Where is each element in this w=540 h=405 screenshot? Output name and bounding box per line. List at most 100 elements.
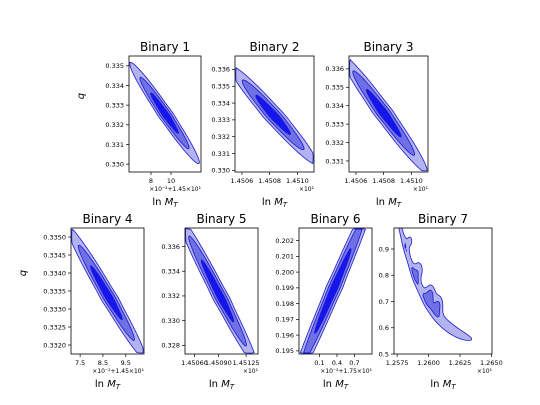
y-tick-label: 0.333 xyxy=(105,101,124,109)
x-offset-label: ×10⁻²+1.45×10¹ xyxy=(149,186,201,193)
x-tick-label: 8.5 xyxy=(98,359,108,367)
x-tick-label: 1.4508 xyxy=(258,177,281,185)
y-tick-label: 0.3330 xyxy=(43,305,66,313)
y-tick-label: 0.197 xyxy=(275,316,294,324)
x-offset-label: ×10¹ xyxy=(477,368,493,375)
y-tick-label: 0.3345 xyxy=(43,251,66,259)
panel-3: Binary 3 1.4506 1.4508 1.4510×10¹ 0.331 0.332… xyxy=(325,40,428,209)
x-tick-label: 0.7 xyxy=(349,359,359,367)
y-tick-label: 0.331 xyxy=(325,157,344,165)
panel-title: Binary 3 xyxy=(363,40,413,54)
x-axis-label: ln MT xyxy=(430,379,456,391)
y-tick-label: 0.196 xyxy=(275,331,294,339)
y-axis-label: q xyxy=(18,270,29,276)
contour-level-3 xyxy=(150,92,179,135)
contour-level-3 xyxy=(200,259,235,323)
axes-frame xyxy=(184,227,259,355)
panel-title: Binary 4 xyxy=(82,212,132,226)
contour-level-2 xyxy=(403,241,441,318)
y-tick-label: 0.201 xyxy=(275,253,294,261)
axes-frame xyxy=(348,55,429,173)
contours xyxy=(349,58,428,172)
contour-level-1 xyxy=(398,228,473,341)
contours xyxy=(129,61,200,165)
y-tick-label: 0.199 xyxy=(275,284,294,292)
y-tick-label: 0.330 xyxy=(211,167,230,175)
contours xyxy=(398,228,473,341)
contour-level-3 xyxy=(314,248,352,334)
y-tick-label: 0.3320 xyxy=(43,341,66,349)
contours xyxy=(235,67,314,165)
x-offset-label: ×10¹ xyxy=(299,186,315,193)
x-offset-label: ×10¹ xyxy=(243,368,259,375)
y-tick-label: 0.3350 xyxy=(43,233,66,241)
y-tick-label: 0.6 xyxy=(379,324,389,332)
x-tick-label: 1.2625 xyxy=(449,359,472,367)
x-axis-label: ln MT xyxy=(323,379,349,391)
y-tick-label: 0.330 xyxy=(161,317,180,325)
panel-2: Binary 2 1.4506 1.4508 1.4510×10¹ 0.330 0.331… xyxy=(211,40,314,209)
contours xyxy=(185,228,255,354)
x-tick-label: 8 xyxy=(149,177,153,185)
panel-6: Binary 6 0.1 0.4 0.7×10⁻²+1.75×10¹ 0.195 0.19… xyxy=(275,212,372,391)
panel-title: Binary 5 xyxy=(196,212,246,226)
y-tick-label: 0.332 xyxy=(211,133,230,141)
y-tick-label: 0.195 xyxy=(275,347,294,355)
y-tick-label: 0.7 xyxy=(379,298,389,306)
contours xyxy=(71,228,144,354)
x-tick-label: 1.4508 xyxy=(372,177,395,185)
x-tick-label: 1.45125 xyxy=(233,359,260,367)
y-tick-label: 0.335 xyxy=(105,62,124,70)
x-tick-label: 1.4506 xyxy=(345,177,368,185)
x-offset-label: ×10⁻²+1.45×10¹ xyxy=(92,368,144,375)
x-offset-label: ×10¹ xyxy=(413,186,429,193)
y-tick-label: 0.336 xyxy=(161,243,180,251)
x-tick-label: 7.5 xyxy=(75,359,85,367)
axes-frame xyxy=(234,55,315,173)
panel-1: Binary 1 8 10×10⁻²+1.45×10¹ 0.330 0.331 0.332… xyxy=(76,40,202,209)
y-tick-label: 0.334 xyxy=(325,102,344,110)
y-tick-label: 0.3325 xyxy=(43,323,66,331)
y-tick-label: 0.336 xyxy=(211,66,230,74)
x-tick-label: 9.5 xyxy=(121,359,131,367)
x-axis-label: ln MT xyxy=(376,197,402,209)
y-tick-label: 0.332 xyxy=(105,121,124,129)
x-axis-label: ln MT xyxy=(152,197,178,209)
y-tick-label: 0.333 xyxy=(325,120,344,128)
x-axis-label: ln MT xyxy=(209,379,235,391)
y-tick-label: 0.3335 xyxy=(43,287,66,295)
x-tick-label: 10 xyxy=(167,177,175,185)
x-axis-label: ln MT xyxy=(95,379,121,391)
contour-level-3 xyxy=(255,94,291,136)
axes-frame xyxy=(298,227,373,355)
y-tick-label: 0.332 xyxy=(325,139,344,147)
y-tick-label: 0.9 xyxy=(379,245,389,253)
axes-frame xyxy=(393,227,493,355)
y-axis-label: q xyxy=(76,93,87,99)
x-tick-label: 0.4 xyxy=(332,359,342,367)
axes-frame xyxy=(128,55,202,173)
y-tick-label: 0.332 xyxy=(161,292,180,300)
y-tick-label: 0.333 xyxy=(211,116,230,124)
x-offset-label: ×10⁻²+1.75×10¹ xyxy=(320,368,372,375)
y-tick-label: 0.331 xyxy=(211,150,230,158)
contours xyxy=(299,228,366,354)
x-tick-label: 1.4510 xyxy=(286,177,309,185)
y-tick-label: 0.200 xyxy=(275,268,294,276)
y-tick-label: 0.334 xyxy=(211,99,230,107)
y-tick-label: 0.334 xyxy=(161,268,180,276)
x-tick-label: 1.4510 xyxy=(400,177,423,185)
y-tick-label: 0.8 xyxy=(379,272,389,280)
x-tick-label: 1.45060 xyxy=(181,359,208,367)
x-tick-label: 1.45090 xyxy=(205,359,232,367)
y-tick-label: 0.328 xyxy=(161,342,180,350)
x-tick-label: 1.2600 xyxy=(417,359,440,367)
y-tick-label: 0.202 xyxy=(275,237,294,245)
x-tick-label: 1.2575 xyxy=(386,359,409,367)
y-tick-label: 0.3340 xyxy=(43,269,66,277)
panel-7: Binary 7 1.2575 1.2600 1.2625 1.2650×10¹ 0.5 0… xyxy=(379,212,503,391)
x-tick-label: 0.1 xyxy=(314,359,324,367)
x-axis-label: ln MT xyxy=(262,197,288,209)
